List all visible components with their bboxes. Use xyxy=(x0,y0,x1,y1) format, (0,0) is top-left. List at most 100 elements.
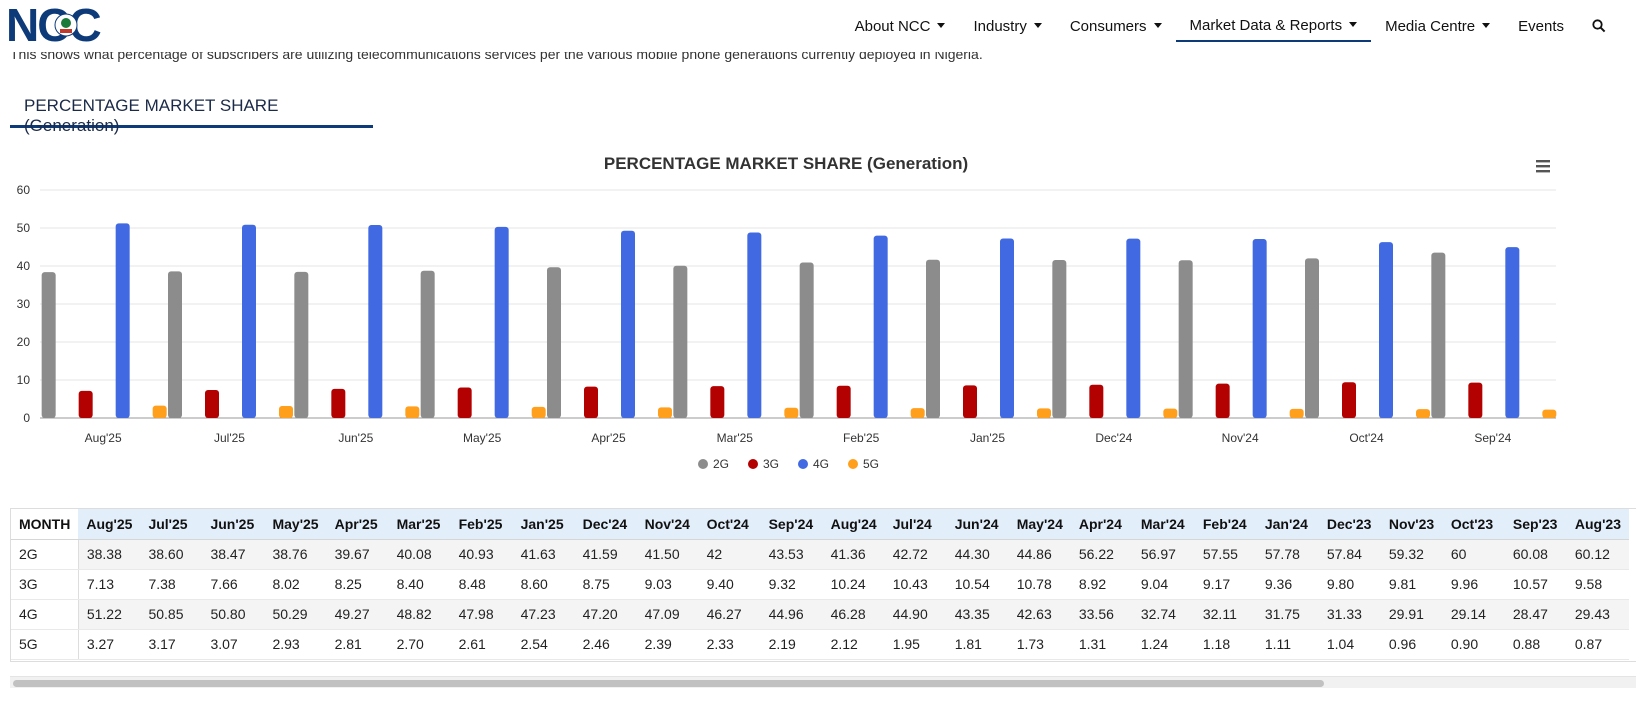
table-corner-header: MONTH xyxy=(11,509,79,540)
scrollbar-thumb[interactable] xyxy=(13,680,1324,687)
bar-3g-jun-25[interactable] xyxy=(331,388,346,418)
bar-2g-aug-25[interactable] xyxy=(41,272,56,418)
bar-5g-aug-25[interactable] xyxy=(152,405,167,418)
bar-5g-oct-24[interactable] xyxy=(1416,409,1430,418)
table-column-header: Aug'23 xyxy=(1566,509,1629,540)
table-column-header: Sep'24 xyxy=(760,509,823,540)
bar-4g-oct-24[interactable] xyxy=(1379,242,1393,418)
table-cell: 2.39 xyxy=(636,629,699,660)
nav-item-media-centre[interactable]: Media Centre xyxy=(1371,12,1504,41)
bar-4g-dec-24[interactable] xyxy=(1126,238,1141,418)
bar-3g-mar-25[interactable] xyxy=(710,386,725,418)
x-tick-label: Apr'25 xyxy=(591,431,626,445)
tab-percentage-market-share[interactable]: PERCENTAGE MARKET SHARE (Generation) xyxy=(10,90,373,135)
legend-label-2g[interactable]: 2G xyxy=(713,457,729,471)
table-cell: 50.29 xyxy=(264,599,327,630)
search-icon[interactable] xyxy=(1584,11,1614,41)
table-cell: 60.12 xyxy=(1566,539,1629,570)
nav-item-about-ncc[interactable]: About NCC xyxy=(841,12,960,41)
table-cell: 44.96 xyxy=(760,599,823,630)
bar-2g-sep-24[interactable] xyxy=(1431,252,1446,418)
table-cell: 56.97 xyxy=(1132,539,1195,570)
nav-item-consumers[interactable]: Consumers xyxy=(1056,12,1176,41)
bar-3g-jul-25[interactable] xyxy=(205,389,219,418)
bar-4g-apr-25[interactable] xyxy=(621,230,635,418)
table-cell: 50.80 xyxy=(202,599,265,630)
x-tick-label: May'25 xyxy=(463,431,502,445)
bar-4g-jan-25[interactable] xyxy=(1000,238,1014,418)
bar-5g-sep-24[interactable] xyxy=(1542,409,1557,418)
table-cell: 8.60 xyxy=(512,569,575,600)
bar-5g-mar-25[interactable] xyxy=(784,407,799,418)
table-cell: 38.60 xyxy=(140,539,203,570)
bar-3g-may-25[interactable] xyxy=(457,387,472,418)
table-column-header: Nov'23 xyxy=(1380,509,1443,540)
bar-5g-may-25[interactable] xyxy=(531,406,546,418)
nav-item-events[interactable]: Events xyxy=(1504,12,1578,41)
bar-2g-apr-25[interactable] xyxy=(547,267,561,418)
table-cell: 57.55 xyxy=(1194,539,1257,570)
bar-4g-mar-25[interactable] xyxy=(747,232,762,418)
table-cell: 2.70 xyxy=(388,629,451,660)
legend-marker-2g[interactable] xyxy=(698,459,708,469)
table-column-header: May'25 xyxy=(264,509,327,540)
table-column-header: Feb'25 xyxy=(450,509,513,540)
table-cell: 8.75 xyxy=(574,569,637,600)
bar-4g-nov-24[interactable] xyxy=(1252,239,1267,418)
bar-5g-jan-25[interactable] xyxy=(1037,408,1051,418)
table-column-header: Feb'24 xyxy=(1194,509,1257,540)
legend-label-4g[interactable]: 4G xyxy=(813,457,829,471)
bar-2g-jun-25[interactable] xyxy=(294,271,309,418)
table-column-header: Aug'25 xyxy=(78,509,141,540)
bar-5g-jul-25[interactable] xyxy=(279,405,293,418)
bar-3g-aug-25[interactable] xyxy=(78,390,93,418)
bar-5g-dec-24[interactable] xyxy=(1163,408,1178,418)
bar-2g-may-25[interactable] xyxy=(420,270,435,418)
table-cell: 43.53 xyxy=(760,539,823,570)
bar-4g-jul-25[interactable] xyxy=(242,224,256,418)
bar-3g-jan-25[interactable] xyxy=(963,385,977,418)
bar-2g-oct-24[interactable] xyxy=(1305,258,1319,418)
bar-3g-oct-24[interactable] xyxy=(1342,382,1356,418)
nav-item-market-data-reports[interactable]: Market Data & Reports xyxy=(1175,11,1372,42)
nav-item-label: Market Data & Reports xyxy=(1189,16,1343,34)
legend-label-3g[interactable]: 3G xyxy=(763,457,779,471)
bar-3g-feb-25[interactable] xyxy=(836,385,851,418)
table-cell: 31.75 xyxy=(1256,599,1319,630)
bar-2g-nov-24[interactable] xyxy=(1178,260,1193,418)
y-tick-label: 40 xyxy=(17,259,31,273)
bar-4g-jun-25[interactable] xyxy=(368,224,383,418)
x-tick-label: Sep'24 xyxy=(1474,431,1511,445)
table-cell: 3.17 xyxy=(140,629,203,660)
bar-3g-dec-24[interactable] xyxy=(1089,384,1104,418)
bar-4g-feb-25[interactable] xyxy=(873,235,888,418)
bar-4g-aug-25[interactable] xyxy=(115,223,130,418)
table-cell: 10.24 xyxy=(822,569,885,600)
bar-2g-jul-25[interactable] xyxy=(168,271,182,418)
bar-3g-sep-24[interactable] xyxy=(1468,382,1483,418)
table-cell: 41.50 xyxy=(636,539,699,570)
bar-5g-nov-24[interactable] xyxy=(1289,408,1304,418)
table-column-header: Jul'25 xyxy=(140,509,203,540)
bar-2g-feb-25[interactable] xyxy=(799,262,814,418)
bar-4g-sep-24[interactable] xyxy=(1505,247,1520,418)
bar-2g-mar-25[interactable] xyxy=(673,265,688,418)
bar-2g-jan-25[interactable] xyxy=(926,259,940,418)
bar-3g-nov-24[interactable] xyxy=(1215,383,1230,418)
bar-5g-feb-25[interactable] xyxy=(910,408,925,418)
bar-4g-may-25[interactable] xyxy=(494,226,509,418)
nav-item-industry[interactable]: Industry xyxy=(959,12,1055,41)
legend-marker-5g[interactable] xyxy=(848,459,858,469)
legend-label-5g[interactable]: 5G xyxy=(863,457,879,471)
bar-2g-dec-24[interactable] xyxy=(1052,259,1067,418)
nav-item-label: About NCC xyxy=(854,17,931,35)
ncc-logo[interactable]: NCC xyxy=(4,2,130,46)
hamburger-menu-icon[interactable] xyxy=(1536,160,1550,173)
bar-5g-apr-25[interactable] xyxy=(658,407,672,418)
legend-marker-4g[interactable] xyxy=(798,459,808,469)
legend-marker-3g[interactable] xyxy=(748,459,758,469)
bar-3g-apr-25[interactable] xyxy=(584,386,598,418)
horizontal-scrollbar[interactable] xyxy=(10,676,1636,688)
table-row-5g: 5G 3.27 3.17 3.07 2.93 2.81 2.70 2.61 2.54 2.46 2.… xyxy=(11,629,1629,660)
bar-5g-jun-25[interactable] xyxy=(405,406,420,418)
